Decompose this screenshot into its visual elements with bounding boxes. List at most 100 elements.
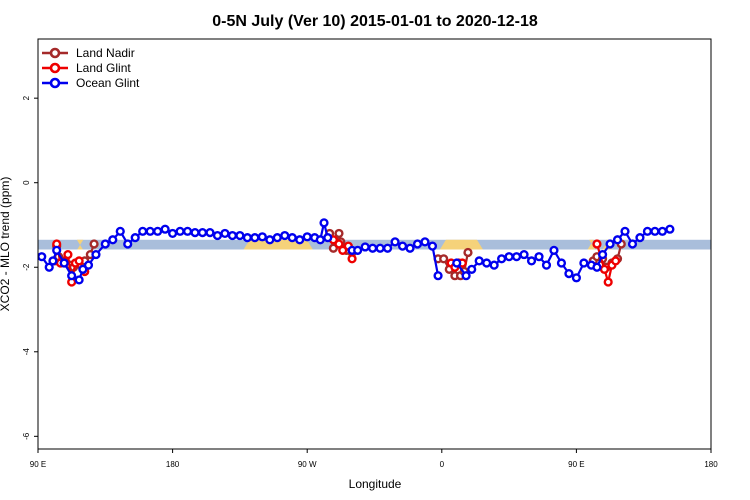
x-tick-label: 90 E — [30, 460, 46, 469]
data-point — [115, 226, 125, 236]
data-point — [182, 226, 193, 236]
data-point — [153, 226, 163, 236]
y-tick-label: 0 — [22, 180, 31, 185]
data-point — [315, 235, 325, 245]
highlight-range-3 — [587, 239, 596, 250]
data-point — [74, 275, 84, 285]
data-point — [38, 252, 47, 262]
data-point — [353, 245, 363, 255]
data-point — [220, 228, 230, 239]
data-point — [334, 228, 344, 239]
data-point — [605, 239, 615, 249]
data-point — [611, 256, 621, 266]
data-point — [564, 268, 574, 279]
legend-marker — [49, 47, 61, 59]
y-tick-label: -2 — [22, 263, 31, 271]
data-point — [497, 254, 507, 264]
data-point — [556, 258, 567, 268]
plot-content — [38, 218, 711, 287]
x-tick-label: 180 — [166, 460, 180, 469]
y-tick-label: -6 — [22, 432, 31, 440]
x-tick-label: 0 — [440, 460, 445, 469]
data-point — [526, 256, 537, 266]
data-point — [328, 243, 338, 253]
legend-label: Land Glint — [76, 61, 131, 75]
data-point — [63, 249, 73, 260]
data-point — [439, 254, 449, 264]
data-point — [160, 224, 170, 234]
chart-title: 0-5N July (Ver 10) 2015-01-01 to 2020-12… — [212, 13, 538, 30]
data-point — [67, 271, 77, 281]
data-point — [482, 258, 492, 268]
data-point — [91, 249, 101, 260]
legend-marker — [49, 62, 61, 74]
data-point — [78, 264, 88, 274]
data-point — [463, 247, 473, 258]
data-point — [405, 243, 415, 253]
data-point — [519, 249, 529, 260]
data-point — [603, 277, 613, 287]
data-point — [242, 233, 252, 243]
data-point — [599, 264, 610, 274]
data-point — [197, 227, 208, 238]
data-point — [145, 226, 155, 236]
data-point — [83, 260, 94, 270]
data-point — [489, 260, 499, 270]
data-point — [474, 256, 484, 266]
data-point — [334, 239, 344, 249]
data-point — [302, 232, 312, 242]
data-point — [205, 227, 215, 238]
highlight-range-1 — [243, 239, 313, 250]
data-point — [295, 235, 305, 245]
plot-frame — [37, 38, 712, 450]
x-tick-label: 90 W — [298, 460, 317, 469]
data-point — [323, 233, 333, 243]
y-tick-label: -4 — [22, 348, 31, 356]
x-tick-label: 180 — [704, 460, 718, 469]
data-point — [579, 258, 589, 268]
data-point — [412, 239, 423, 249]
y-tick-label: 2 — [22, 95, 31, 100]
highlight-range-0 — [76, 239, 84, 250]
legend-label: Ocean Glint — [76, 76, 140, 90]
data-point — [635, 233, 645, 243]
data-point — [52, 245, 62, 255]
data-point — [272, 233, 282, 243]
data-point — [433, 271, 443, 281]
data-point — [138, 226, 148, 236]
data-point — [100, 239, 110, 249]
data-point — [190, 227, 200, 238]
data-point — [265, 235, 275, 245]
data-point — [627, 239, 638, 249]
plot-area: 90 E 180 90 W 0 90 E 180 2 0 -2 -4 -6 — [22, 38, 718, 469]
x-tick-label: 90 E — [568, 460, 584, 469]
data-point — [390, 237, 400, 247]
legend-marker — [49, 77, 61, 89]
data-point — [44, 262, 54, 272]
data-point — [375, 243, 385, 253]
highlight-range-2 — [439, 239, 483, 250]
data-point — [212, 230, 223, 241]
data-point — [620, 226, 630, 236]
data-point — [592, 262, 602, 272]
data-point — [642, 226, 653, 236]
data-point — [168, 228, 178, 239]
data-point — [534, 252, 544, 262]
data-point — [257, 232, 267, 242]
data-point — [130, 233, 140, 243]
data-point — [74, 256, 84, 266]
data-point — [452, 258, 462, 268]
data-point — [175, 226, 185, 236]
data-point — [235, 230, 245, 241]
data-point — [280, 230, 290, 241]
data-point — [338, 245, 348, 255]
data-point — [48, 256, 58, 266]
data-point — [397, 241, 408, 251]
x-axis-label: Longitude — [349, 477, 402, 491]
data-point — [368, 243, 378, 253]
data-point — [612, 235, 623, 245]
data-point — [427, 241, 438, 251]
data-point — [420, 237, 430, 247]
